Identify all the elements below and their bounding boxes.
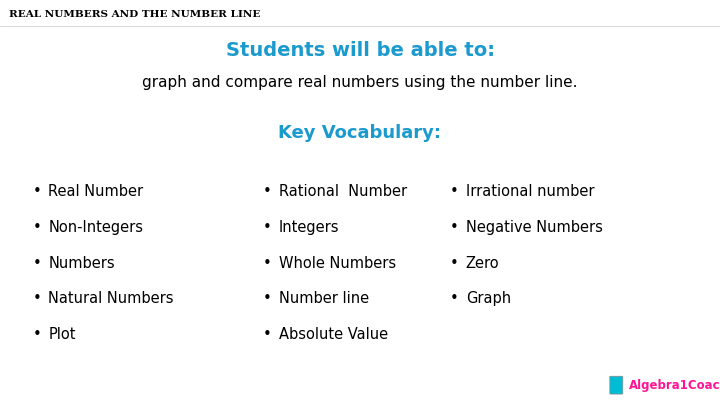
Text: Key Vocabulary:: Key Vocabulary: bbox=[279, 124, 441, 141]
Text: •: • bbox=[263, 256, 271, 271]
Text: Irrational number: Irrational number bbox=[466, 184, 594, 199]
FancyBboxPatch shape bbox=[610, 376, 623, 394]
Text: •: • bbox=[263, 220, 271, 235]
Text: Whole Numbers: Whole Numbers bbox=[279, 256, 396, 271]
Text: •: • bbox=[450, 256, 459, 271]
Text: •: • bbox=[450, 291, 459, 306]
Text: Numbers: Numbers bbox=[48, 256, 115, 271]
Text: Algebra1Coach.com: Algebra1Coach.com bbox=[629, 379, 720, 392]
Text: graph and compare real numbers using the number line.: graph and compare real numbers using the… bbox=[143, 75, 577, 90]
Text: Negative Numbers: Negative Numbers bbox=[466, 220, 603, 235]
Text: •: • bbox=[32, 256, 41, 271]
Text: Plot: Plot bbox=[48, 327, 76, 342]
Text: Number line: Number line bbox=[279, 291, 369, 306]
Text: •: • bbox=[450, 184, 459, 199]
Text: Integers: Integers bbox=[279, 220, 339, 235]
Text: •: • bbox=[263, 327, 271, 342]
Text: Non-Integers: Non-Integers bbox=[48, 220, 143, 235]
Text: Real Number: Real Number bbox=[48, 184, 143, 199]
Text: •: • bbox=[450, 220, 459, 235]
Text: Zero: Zero bbox=[466, 256, 500, 271]
Text: •: • bbox=[32, 184, 41, 199]
Text: •: • bbox=[32, 291, 41, 306]
Text: Absolute Value: Absolute Value bbox=[279, 327, 388, 342]
Text: •: • bbox=[32, 220, 41, 235]
Text: •: • bbox=[32, 327, 41, 342]
Text: •: • bbox=[263, 184, 271, 199]
Text: Rational  Number: Rational Number bbox=[279, 184, 407, 199]
Text: Graph: Graph bbox=[466, 291, 511, 306]
Text: Natural Numbers: Natural Numbers bbox=[48, 291, 174, 306]
Text: Students will be able to:: Students will be able to: bbox=[225, 40, 495, 60]
Text: •: • bbox=[263, 291, 271, 306]
Text: REAL NUMBERS AND THE NUMBER LINE: REAL NUMBERS AND THE NUMBER LINE bbox=[9, 10, 261, 19]
